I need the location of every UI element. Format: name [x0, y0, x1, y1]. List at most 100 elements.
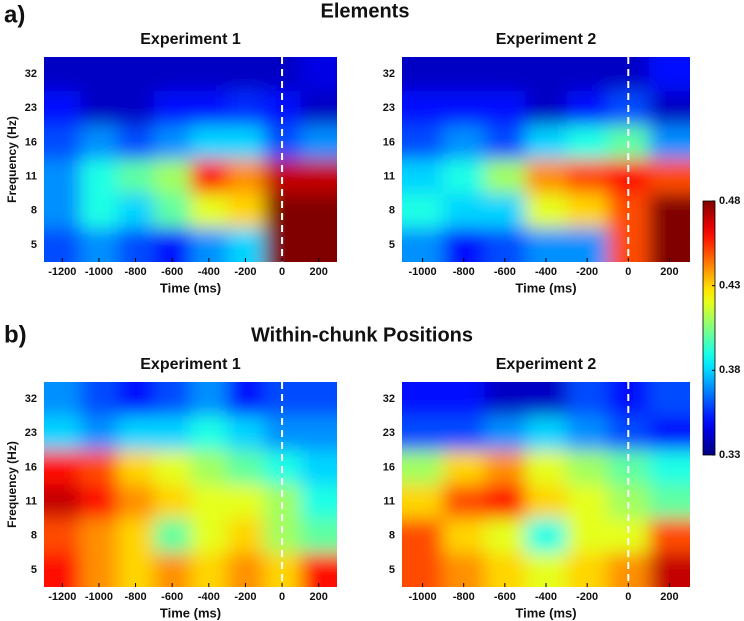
heatmap-cell [44, 91, 81, 126]
y-tick-label: 23 [383, 102, 395, 114]
y-axis-label: Frequency (Hz) [5, 441, 19, 528]
heatmap-cell [402, 91, 444, 126]
heatmap-cells [44, 57, 337, 262]
heatmap-cell [190, 484, 228, 519]
heatmap-cell [263, 518, 301, 553]
heatmap-cell [566, 57, 608, 92]
x-tick-label: -400 [535, 266, 557, 278]
heatmap-cell [117, 382, 154, 417]
heatmap-cell [190, 518, 228, 553]
heatmap-cell [607, 227, 649, 262]
heatmap-cell [402, 484, 444, 519]
heatmap-cell [190, 227, 228, 262]
heatmap-cell [648, 125, 690, 160]
heatmap-cell [402, 450, 444, 485]
heatmap-cell [566, 193, 608, 228]
heatmap-cell [402, 227, 444, 262]
heatmap-cell [80, 416, 118, 451]
x-tick-label: -600 [494, 591, 516, 603]
heatmap-cell [525, 57, 567, 92]
heatmap-cell [44, 159, 81, 194]
heatmap [44, 57, 337, 262]
x-axis-label: Time (ms) [515, 280, 576, 295]
heatmap-cell [566, 159, 608, 194]
y-tick-label: 8 [31, 205, 37, 217]
heatmap-cell [153, 382, 191, 417]
heatmap-cell [566, 227, 608, 262]
heatmap-cell [44, 450, 81, 485]
heatmap-cell [443, 193, 485, 228]
heatmap-cell [484, 193, 526, 228]
heatmap-cell [190, 450, 228, 485]
heatmap-cell [227, 227, 264, 262]
heatmap-cell [117, 57, 154, 92]
heatmap-cell [648, 193, 690, 228]
heatmap-cell [525, 227, 567, 262]
heatmap-cell [300, 193, 337, 228]
heatmap-cell [402, 159, 444, 194]
heatmap-cell [227, 91, 264, 126]
heatmap-cell [402, 193, 444, 228]
x-tick-label: 200 [660, 266, 678, 278]
x-tick-label: 0 [279, 266, 285, 278]
y-axis-label: Frequency (Hz) [5, 116, 19, 203]
heatmap-cell [117, 91, 154, 126]
heatmap-cell [300, 91, 337, 126]
heatmap-cell [484, 159, 526, 194]
heatmap-cell [607, 484, 649, 519]
heatmap-cells [402, 57, 690, 262]
heatmap-cell [153, 552, 191, 587]
heatmap-cell [190, 382, 228, 417]
heatmap-cells [44, 382, 337, 587]
heatmap-cell [117, 518, 154, 553]
heatmap-cell [44, 484, 81, 519]
x-tick-label: -200 [576, 591, 598, 603]
heatmap-cell [117, 416, 154, 451]
heatmap-cell [525, 382, 567, 417]
heatmap-cell [190, 416, 228, 451]
heatmap-cell [566, 416, 608, 451]
section-title: Within-chunk Positions [251, 324, 473, 346]
x-tick-label: -400 [198, 266, 220, 278]
heatmap-cell [607, 159, 649, 194]
x-tick-label: -200 [234, 266, 256, 278]
heatmap-cell [525, 159, 567, 194]
heatmap-cell [566, 518, 608, 553]
heatmap-cell [153, 125, 191, 160]
x-tick-label: -1000 [409, 266, 437, 278]
heatmap-cell [484, 91, 526, 126]
heatmap-cell [117, 484, 154, 519]
heatmap [402, 57, 690, 262]
heatmap-cell [648, 382, 690, 417]
heatmap-cell [443, 518, 485, 553]
heatmap-cell [80, 484, 118, 519]
heatmap-cell [117, 227, 154, 262]
panel-title: Experiment 2 [496, 356, 597, 373]
heatmap-cell [484, 484, 526, 519]
heatmap-cell [300, 57, 337, 92]
colorbar-tick-label: 0.43 [719, 280, 740, 292]
heatmap-cell [300, 227, 337, 262]
colorbar-tick-label: 0.38 [719, 364, 740, 376]
heatmap-cell [44, 552, 81, 587]
heatmap-cell [117, 450, 154, 485]
heatmap-cell [443, 552, 485, 587]
heatmap-cell [80, 57, 118, 92]
heatmap-cell [117, 193, 154, 228]
section-label: a) [4, 1, 25, 28]
heatmap-cell [263, 484, 301, 519]
heatmap-cell [300, 518, 337, 553]
heatmap [44, 382, 337, 587]
y-tick-label: 16 [383, 461, 395, 473]
heatmap-cell [153, 57, 191, 92]
heatmap-cell [443, 382, 485, 417]
colorbar-tick-label: 0.33 [719, 449, 740, 461]
heatmap-cell [566, 382, 608, 417]
panel-title: Experiment 2 [496, 31, 597, 48]
heatmap-cell [525, 450, 567, 485]
heatmap-cell [227, 57, 264, 92]
heatmap-cell [227, 484, 264, 519]
section-label: b) [4, 321, 27, 348]
heatmap-cell [402, 552, 444, 587]
